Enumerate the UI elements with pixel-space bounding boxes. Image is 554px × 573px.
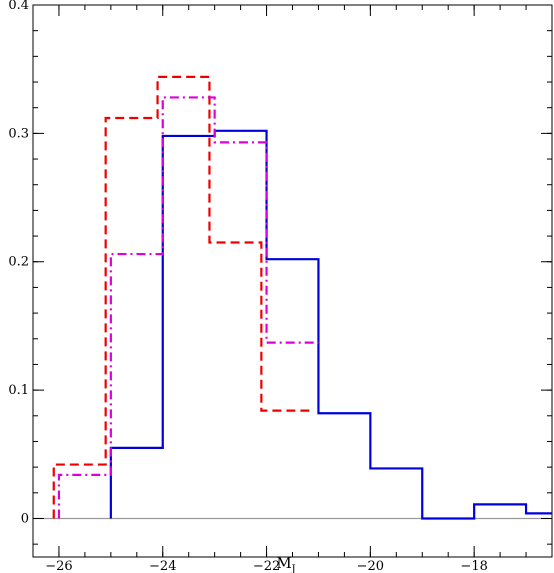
major-ticks <box>33 4 552 557</box>
y-tick-labels: 0 0.1 0.2 0.3 0.4 <box>8 0 29 526</box>
y-tick-label: 0.4 <box>8 0 29 13</box>
y-tick-label: 0.1 <box>8 383 29 398</box>
series-3-dashdot-line <box>57 96 319 519</box>
x-tick-label: −22 <box>253 559 280 573</box>
x-tick-labels: −26 −24 −22 −20 −18 <box>45 559 488 573</box>
series-2-dashed-line <box>52 75 314 519</box>
x-tick-label: −24 <box>149 559 176 573</box>
x-axis-label-subscript: J <box>291 564 296 573</box>
x-tick-label: −20 <box>357 559 384 573</box>
x-axis-label: MJ <box>276 554 295 573</box>
y-tick-label: 0.3 <box>8 126 29 141</box>
y-tick-label: 0.2 <box>8 255 29 270</box>
x-tick-label: −18 <box>460 559 487 573</box>
x-axis-label-main: M <box>276 554 291 572</box>
series-1-solid-line <box>109 129 552 520</box>
x-tick-label: −26 <box>45 559 72 573</box>
series-group <box>52 75 552 520</box>
y-tick-label: 0 <box>21 511 29 526</box>
